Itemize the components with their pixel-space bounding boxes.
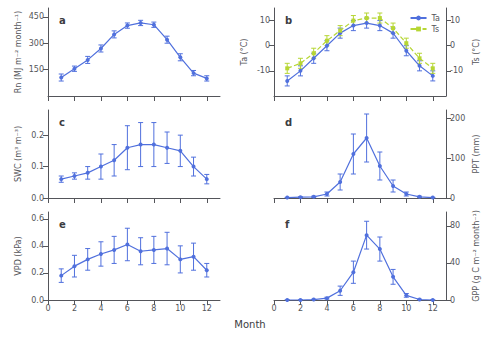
- svg-text:150: 150: [29, 65, 44, 74]
- svg-text:0.1: 0.1: [31, 162, 44, 171]
- svg-text:0.0: 0.0: [31, 296, 44, 305]
- svg-text:4: 4: [324, 304, 329, 313]
- svg-text:10: 10: [401, 304, 411, 313]
- svg-text:2: 2: [72, 304, 77, 313]
- svg-text:SWC (m³ m⁻³): SWC (m³ m⁻³): [14, 126, 23, 182]
- svg-text:0.0: 0.0: [31, 194, 44, 203]
- svg-text:b: b: [285, 15, 292, 26]
- svg-text:f: f: [285, 219, 290, 230]
- svg-text:0.2: 0.2: [31, 268, 44, 277]
- svg-text:200: 200: [450, 114, 465, 123]
- svg-text:c: c: [59, 117, 65, 128]
- svg-text:10: 10: [450, 16, 460, 25]
- svg-text:4: 4: [98, 304, 103, 313]
- svg-text:0.4: 0.4: [31, 241, 44, 250]
- svg-text:0.6: 0.6: [31, 214, 44, 223]
- svg-text:Month: Month: [234, 319, 265, 330]
- svg-text:300: 300: [29, 39, 44, 48]
- svg-text:Ta: Ta: [431, 14, 441, 23]
- svg-text:2: 2: [298, 304, 303, 313]
- svg-text:6: 6: [125, 304, 130, 313]
- svg-text:-10: -10: [257, 66, 270, 75]
- svg-text:Rn (MJ m⁻² month⁻¹): Rn (MJ m⁻² month⁻¹): [14, 11, 23, 93]
- svg-text:6: 6: [351, 304, 356, 313]
- svg-text:GPP (g C m⁻² month⁻¹): GPP (g C m⁻² month⁻¹): [472, 210, 481, 302]
- svg-text:0: 0: [450, 296, 455, 305]
- svg-text:8: 8: [377, 304, 382, 313]
- svg-text:12: 12: [202, 304, 212, 313]
- svg-text:d: d: [285, 117, 292, 128]
- svg-text:a: a: [59, 15, 66, 26]
- svg-text:0: 0: [450, 194, 455, 203]
- svg-text:Ta (°C): Ta (°C): [240, 39, 249, 67]
- svg-text:VPD (kPa): VPD (kPa): [14, 236, 23, 275]
- svg-text:PPT (mm): PPT (mm): [472, 135, 481, 174]
- svg-text:0: 0: [45, 304, 50, 313]
- svg-text:100: 100: [450, 154, 465, 163]
- svg-text:Ts (°C): Ts (°C): [472, 39, 481, 66]
- svg-text:e: e: [59, 219, 66, 230]
- svg-text:Ts: Ts: [431, 25, 440, 34]
- svg-text:10: 10: [260, 16, 270, 25]
- svg-text:0.2: 0.2: [31, 131, 44, 140]
- svg-text:0: 0: [265, 41, 270, 50]
- svg-text:450: 450: [29, 12, 44, 21]
- svg-text:10: 10: [175, 304, 185, 313]
- svg-text:0: 0: [450, 41, 455, 50]
- svg-text:-10: -10: [450, 66, 463, 75]
- svg-text:40: 40: [450, 258, 460, 267]
- svg-text:80: 80: [450, 221, 460, 230]
- svg-text:0: 0: [271, 304, 276, 313]
- svg-text:8: 8: [151, 304, 156, 313]
- svg-text:12: 12: [428, 304, 438, 313]
